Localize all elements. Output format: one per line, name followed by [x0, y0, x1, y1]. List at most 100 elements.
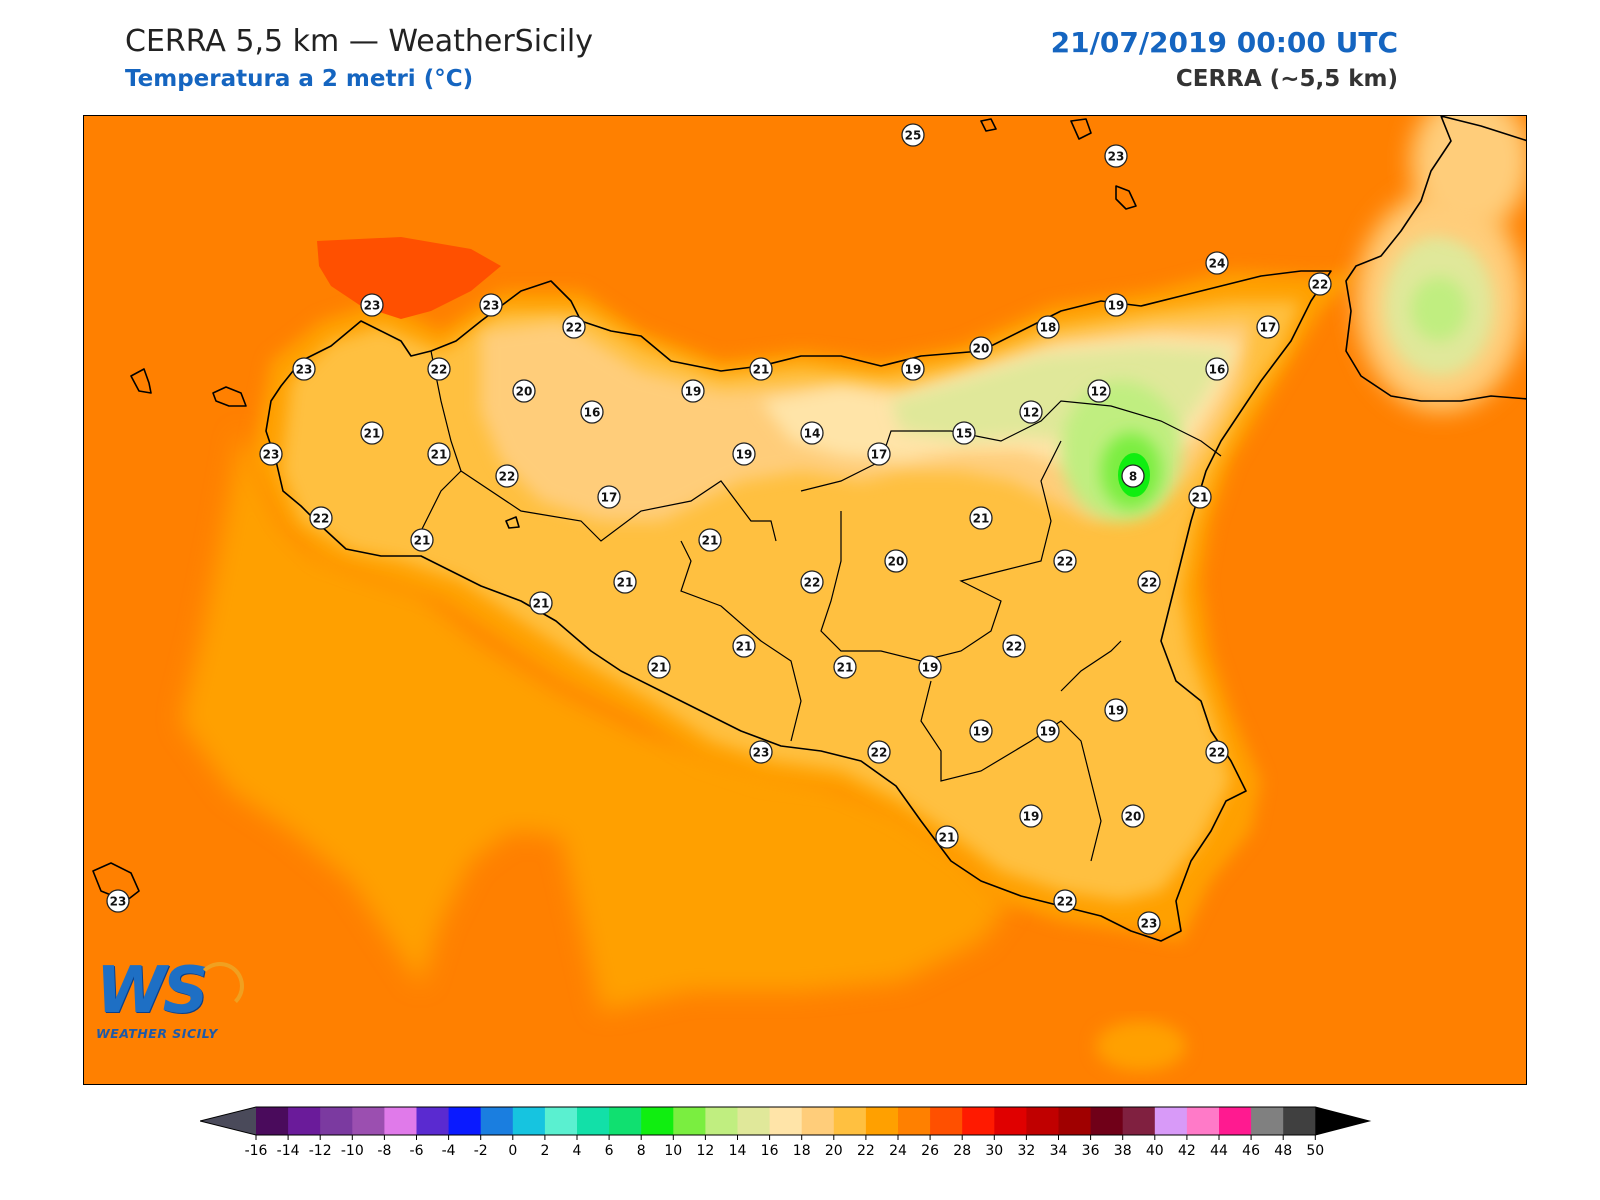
- station-value-24: 24: [1205, 251, 1229, 275]
- station-label: 17: [871, 448, 888, 462]
- station-label: 22: [313, 512, 330, 526]
- station-value-17: 17: [867, 442, 891, 466]
- station-value-25: 25: [901, 123, 925, 147]
- colorbar-tick-label: -2: [474, 1143, 488, 1159]
- station-label: 22: [566, 321, 583, 335]
- station-value-14: 14: [800, 421, 824, 445]
- colorbar-tick-label: 48: [1274, 1143, 1292, 1159]
- station-value-22: 22: [495, 464, 519, 488]
- colorbar-tick-label: 12: [696, 1143, 714, 1159]
- station-value-22: 22: [309, 506, 333, 530]
- station-label: 21: [533, 597, 550, 611]
- colorbar-tick-label: 18: [793, 1143, 811, 1159]
- station-value-21: 21: [529, 591, 553, 615]
- trapani-palermo-border: [420, 350, 462, 532]
- colorbar-tick-label: 0: [508, 1143, 517, 1159]
- favignana-islet: [130, 368, 152, 394]
- colorbar-tick-label: -12: [309, 1143, 332, 1159]
- station-value-15: 15: [952, 421, 976, 445]
- station-value-23: 23: [479, 293, 503, 317]
- station-value-23: 23: [106, 889, 130, 913]
- colorbar-swatch: [962, 1107, 995, 1135]
- colorbar-tick-label: 14: [729, 1143, 747, 1159]
- station-label: 21: [414, 534, 431, 548]
- colorbar-swatch: [737, 1107, 771, 1135]
- map-title: CERRA 5,5 km — WeatherSicily: [125, 24, 593, 59]
- colorbar-swatch: [1090, 1107, 1124, 1135]
- station-label: 20: [1125, 810, 1142, 824]
- station-markers: 25 23 24 22 23 23 19 22 18 17 20 23 22 21 19 16 20 19 12 16…: [106, 123, 1332, 935]
- station-label: 23: [1108, 150, 1125, 164]
- station-label: 22: [1312, 278, 1329, 292]
- colorbar-tick-label: 40: [1146, 1143, 1164, 1159]
- ragusa-siracusa-border: [920, 680, 1102, 862]
- colorbar-swatch: [448, 1107, 482, 1135]
- station-label: 24: [1209, 257, 1226, 271]
- station-label: 16: [584, 406, 601, 420]
- colorbar-swatch: [577, 1107, 610, 1135]
- logo-sun-icon: [196, 962, 244, 1010]
- station-label: 19: [1040, 725, 1057, 739]
- station-label: 12: [1023, 406, 1040, 420]
- colorbar-tick-label: 44: [1210, 1143, 1228, 1159]
- station-label: 16: [1209, 363, 1226, 377]
- colorbar-tick-label: 36: [1082, 1143, 1100, 1159]
- colorbar-tick-label: 6: [605, 1143, 614, 1159]
- station-value-23: 23: [1104, 144, 1128, 168]
- colorbar-swatch: [1122, 1107, 1156, 1135]
- station-label: 19: [1108, 299, 1125, 313]
- colorbar-swatch: [994, 1107, 1027, 1135]
- station-label: 23: [1141, 917, 1158, 931]
- colorbar-tick-label: 34: [1050, 1143, 1068, 1159]
- colorbar-tick-label: 50: [1306, 1143, 1324, 1159]
- colorbar-tick-label: -4: [442, 1143, 456, 1159]
- colorbar-tick-label: 46: [1242, 1143, 1260, 1159]
- station-value-21: 21: [732, 634, 756, 658]
- station-label: 20: [888, 555, 905, 569]
- station-label: 21: [837, 661, 854, 675]
- model-label: CERRA (~5,5 km): [1175, 66, 1398, 92]
- colorbar-swatch: [352, 1107, 385, 1135]
- colorbar-swatch: [1026, 1107, 1059, 1135]
- station-label: 18: [1040, 321, 1057, 335]
- station-label: 21: [702, 534, 719, 548]
- colorbar-swatch: [1283, 1107, 1316, 1135]
- station-label: 19: [905, 363, 922, 377]
- station-value-20: 20: [969, 336, 993, 360]
- colorbar-swatch: [512, 1107, 546, 1135]
- egadi-islet: [212, 386, 247, 407]
- station-label: 15: [956, 427, 973, 441]
- station-value-23: 23: [292, 357, 316, 381]
- station-value-23: 23: [1137, 911, 1161, 935]
- station-label: 22: [499, 470, 516, 484]
- station-value-20: 20: [1121, 804, 1145, 828]
- station-value-22: 22: [562, 315, 586, 339]
- station-label: 21: [736, 640, 753, 654]
- colorbar-swatch: [384, 1107, 417, 1135]
- station-label: 17: [601, 491, 618, 505]
- catania-border: [820, 440, 1062, 662]
- station-label: 21: [1192, 491, 1209, 505]
- station-label: 19: [736, 448, 753, 462]
- station-value-21: 21: [613, 570, 637, 594]
- station-value-21: 21: [647, 655, 671, 679]
- station-value-21: 21: [833, 655, 857, 679]
- vulcano-islet: [1115, 185, 1137, 210]
- station-value-19: 19: [681, 379, 705, 403]
- colorbar-swatch: [898, 1107, 931, 1135]
- station-value-22: 22: [800, 570, 824, 594]
- logo-letters: WS: [96, 954, 209, 1028]
- station-label: 22: [1209, 746, 1226, 760]
- station-value-22: 22: [867, 740, 891, 764]
- colorbar-swatch: [705, 1107, 738, 1135]
- lipari-islet: [1070, 118, 1092, 140]
- caltanissetta-border: [680, 540, 802, 742]
- station-value-23: 23: [259, 442, 283, 466]
- colorbar-high-arrow: [1315, 1107, 1370, 1135]
- colorbar-swatch: [609, 1107, 642, 1135]
- colorbar-swatch: [288, 1107, 321, 1135]
- station-label: 22: [1057, 895, 1074, 909]
- colorbar-swatch: [1154, 1107, 1188, 1135]
- colorbar-swatch: [1219, 1107, 1252, 1135]
- colorbar-swatch: [673, 1107, 706, 1135]
